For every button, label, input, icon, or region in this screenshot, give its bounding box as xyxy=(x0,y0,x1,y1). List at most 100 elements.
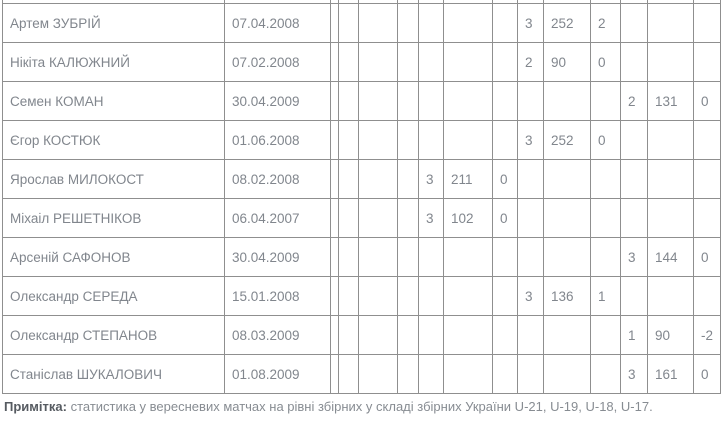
stat-cell: 3 xyxy=(418,159,444,199)
stat-cell xyxy=(338,42,359,82)
stat-cell xyxy=(517,81,544,121)
stat-cell: 144 xyxy=(647,237,694,277)
stat-cell xyxy=(492,237,518,277)
birth-date: 07.04.2008 xyxy=(224,3,331,43)
stat-cell: 3 xyxy=(620,237,648,277)
stat-cell xyxy=(418,120,444,160)
stat-cell xyxy=(358,276,398,316)
stat-cell: 90 xyxy=(543,42,591,82)
stat-cell: 131 xyxy=(647,81,694,121)
stat-cell xyxy=(338,237,359,277)
footnote-label: Примітка: xyxy=(4,399,67,414)
stat-cell xyxy=(443,3,493,43)
stat-cell xyxy=(693,3,721,43)
stat-cell xyxy=(397,237,419,277)
stat-cell xyxy=(543,237,591,277)
stat-cell xyxy=(330,276,339,316)
table-row: Єгор КОСТЮК 01.06.2008 3 252 0 xyxy=(2,120,721,160)
stat-cell xyxy=(543,159,591,199)
stat-cell xyxy=(358,81,398,121)
stat-cell xyxy=(517,159,544,199)
stat-cell xyxy=(443,276,493,316)
stat-cell xyxy=(443,42,493,82)
birth-date: 30.04.2009 xyxy=(224,81,331,121)
stat-cell xyxy=(330,159,339,199)
player-name: Олександр СЕРЕДА xyxy=(2,276,225,316)
table-row: Олександр СТЕПАНОВ 08.03.2009 1 90 -2 xyxy=(2,315,721,355)
stat-cell xyxy=(443,120,493,160)
stat-cell xyxy=(620,198,648,238)
stat-cell xyxy=(418,276,444,316)
stat-cell xyxy=(620,3,648,43)
birth-date: 08.02.2008 xyxy=(224,159,331,199)
stat-cell xyxy=(647,198,694,238)
stat-cell xyxy=(543,198,591,238)
stat-cell xyxy=(443,315,493,355)
table-row: Міхаіл РЕШЕТНІКОВ 06.04.2007 3 102 0 xyxy=(2,198,721,238)
stat-cell: 252 xyxy=(543,3,591,43)
stat-cell xyxy=(647,42,694,82)
stat-cell xyxy=(620,276,648,316)
stat-cell xyxy=(590,237,621,277)
stat-cell xyxy=(693,198,721,238)
stat-cell xyxy=(418,354,444,394)
stat-cell: 102 xyxy=(443,198,493,238)
stat-cell xyxy=(397,120,419,160)
table-row: Ярослав МИЛОКОСТ 08.02.2008 3 211 0 xyxy=(2,159,721,199)
table-row: Нікіта КАЛЮЖНИЙ 07.02.2008 2 90 0 xyxy=(2,42,721,82)
stat-cell xyxy=(620,42,648,82)
stat-cell xyxy=(693,42,721,82)
stat-cell xyxy=(492,42,518,82)
stat-cell xyxy=(418,237,444,277)
player-name: Міхаіл РЕШЕТНІКОВ xyxy=(2,198,225,238)
stat-cell xyxy=(517,237,544,277)
stat-cell: 3 xyxy=(620,354,648,394)
birth-date: 15.01.2008 xyxy=(224,276,331,316)
stat-cell: 0 xyxy=(492,198,518,238)
stat-cell xyxy=(443,81,493,121)
stat-cell xyxy=(543,81,591,121)
stat-cell xyxy=(517,354,544,394)
stat-cell: 211 xyxy=(443,159,493,199)
footnote-text: статистика у вересневих матчах на рівні … xyxy=(70,399,653,414)
stat-cell: 3 xyxy=(517,120,544,160)
stat-cell: 0 xyxy=(492,159,518,199)
stat-cell xyxy=(397,276,419,316)
stat-cell xyxy=(418,315,444,355)
stat-cell xyxy=(443,237,493,277)
stat-cell xyxy=(338,354,359,394)
stat-cell xyxy=(590,159,621,199)
stat-cell xyxy=(418,42,444,82)
stat-cell xyxy=(590,354,621,394)
stat-cell: 2 xyxy=(590,3,621,43)
stat-cell xyxy=(517,198,544,238)
stat-cell xyxy=(358,42,398,82)
stat-cell xyxy=(517,315,544,355)
stat-cell: 3 xyxy=(517,3,544,43)
stat-cell xyxy=(330,354,339,394)
player-name: Артем ЗУБРІЙ xyxy=(2,3,225,43)
birth-date: 01.06.2008 xyxy=(224,120,331,160)
stat-cell xyxy=(358,120,398,160)
stat-cell xyxy=(492,276,518,316)
stat-cell xyxy=(693,276,721,316)
stat-cell xyxy=(330,237,339,277)
stat-cell: 3 xyxy=(418,198,444,238)
stat-cell: 0 xyxy=(590,120,621,160)
stat-cell xyxy=(397,81,419,121)
stat-cell: 252 xyxy=(543,120,591,160)
stat-cell xyxy=(358,198,398,238)
birth-date: 01.08.2009 xyxy=(224,354,331,394)
stat-cell xyxy=(330,3,339,43)
table-row: Арсеній САФОНОВ 30.04.2009 3 144 0 xyxy=(2,237,721,277)
stat-cell xyxy=(647,276,694,316)
stat-cell: 1 xyxy=(590,276,621,316)
stat-cell xyxy=(620,159,648,199)
stat-cell xyxy=(543,315,591,355)
stat-cell xyxy=(330,198,339,238)
birth-date: 06.04.2007 xyxy=(224,198,331,238)
stat-cell: 0 xyxy=(693,237,721,277)
stat-cell xyxy=(397,354,419,394)
stat-cell: 0 xyxy=(693,354,721,394)
